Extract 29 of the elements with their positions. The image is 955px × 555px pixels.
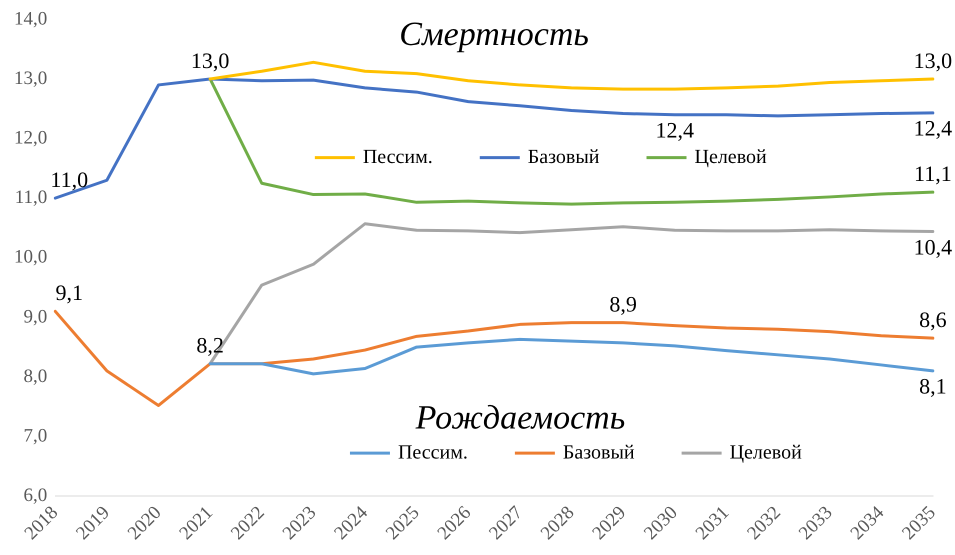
y-tick-label: 13,0 xyxy=(14,68,48,89)
legend-label: Базовый xyxy=(528,146,600,168)
data-label: 8,9 xyxy=(609,291,637,316)
data-label: 12,4 xyxy=(656,118,694,143)
y-tick-label: 12,0 xyxy=(14,128,48,149)
data-label: 11,0 xyxy=(50,166,88,192)
data-label: 11,1 xyxy=(914,160,952,186)
legend-label: Базовый xyxy=(562,441,635,464)
data-label: 9,1 xyxy=(56,280,83,306)
legend-label: Пессим. xyxy=(362,146,433,168)
y-tick-label: 14,0 xyxy=(14,8,48,30)
y-tick-label: 9,0 xyxy=(24,306,48,328)
legend-label: Целевой xyxy=(730,441,802,464)
data-label: 13,0 xyxy=(914,48,952,73)
y-tick-label: 10,0 xyxy=(14,246,48,268)
data-label: 8,2 xyxy=(196,332,224,358)
data-label: 13,0 xyxy=(190,48,230,73)
data-label: 8,6 xyxy=(919,306,947,332)
annotation: Смертность xyxy=(399,16,589,54)
data-label: 12,4 xyxy=(914,116,952,141)
y-tick-label: 11,0 xyxy=(14,187,48,208)
data-label: 10,4 xyxy=(914,234,952,260)
y-tick-label: 6,0 xyxy=(24,484,48,506)
annotation: Рождаемость xyxy=(414,400,626,437)
legend-label: Целевой xyxy=(694,146,767,168)
legend-label: Пессим. xyxy=(398,441,468,464)
data-label: 8,1 xyxy=(919,374,947,399)
y-tick-label: 7,0 xyxy=(24,425,48,446)
y-tick-label: 8,0 xyxy=(24,366,48,387)
